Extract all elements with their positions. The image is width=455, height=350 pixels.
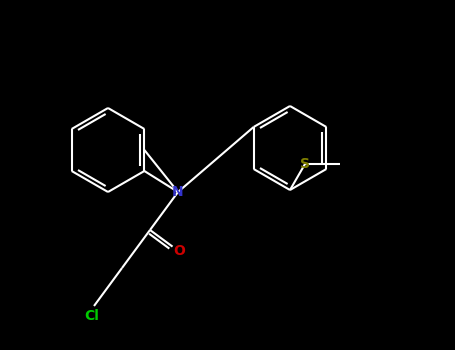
- Text: S: S: [300, 157, 310, 171]
- Text: Cl: Cl: [85, 309, 100, 323]
- Text: O: O: [173, 244, 185, 258]
- Text: N: N: [172, 185, 184, 199]
